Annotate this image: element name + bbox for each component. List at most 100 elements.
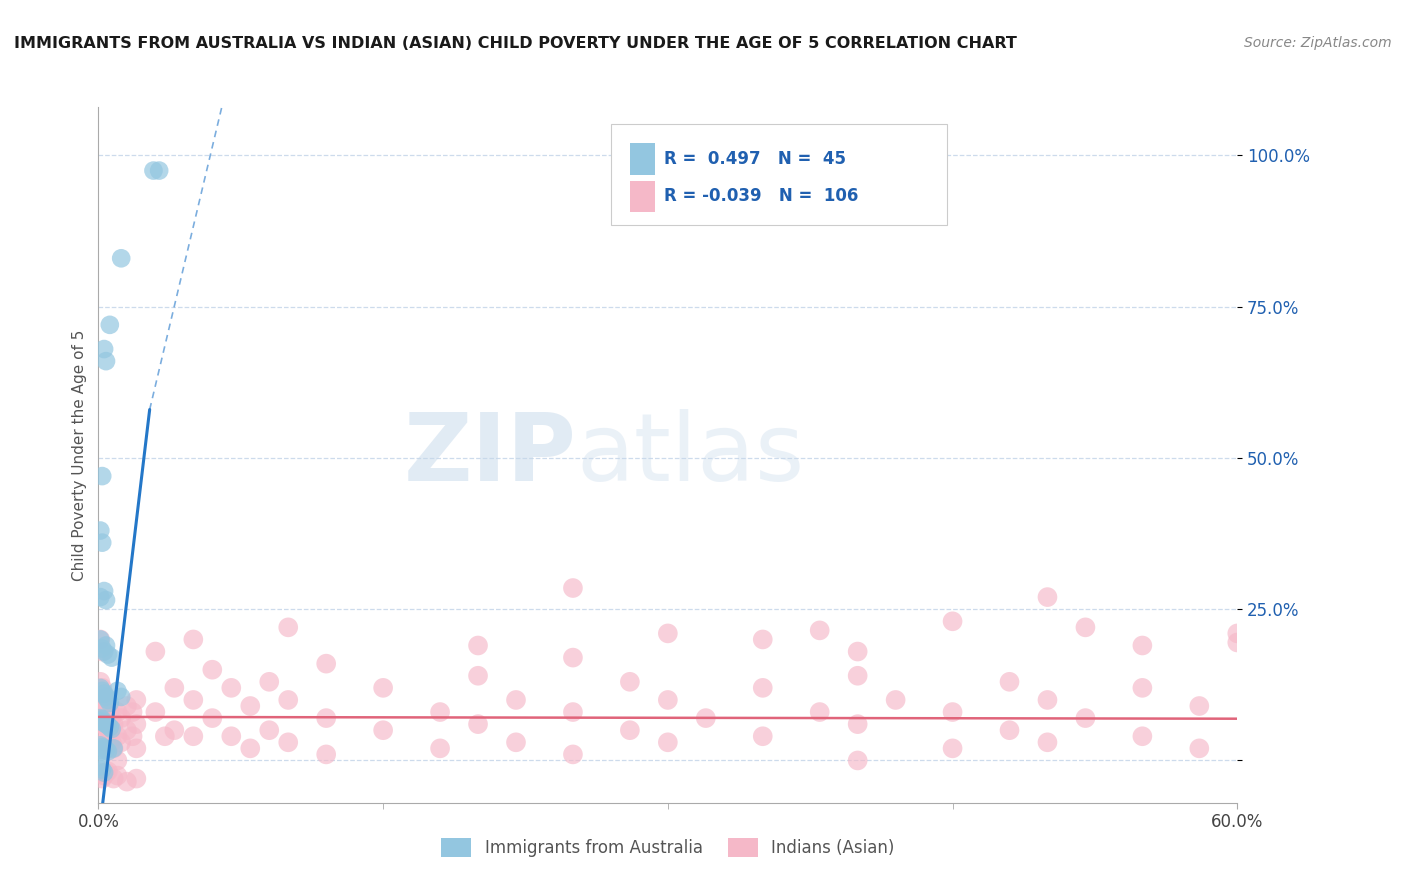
Indians (Asian) [467,639,489,653]
FancyBboxPatch shape [612,124,946,226]
Immigrants from Australia [98,720,121,734]
Indians (Asian) [103,717,125,731]
Immigrants from Australia [97,648,120,662]
Indians (Asian) [942,615,965,629]
Indians (Asian) [562,705,585,719]
Indians (Asian) [125,717,148,731]
Indians (Asian) [846,669,869,683]
Indians (Asian) [89,693,111,707]
Indians (Asian) [93,729,115,743]
Indians (Asian) [562,581,585,595]
Indians (Asian) [93,711,115,725]
Immigrants from Australia [94,717,117,731]
Indians (Asian) [110,735,132,749]
Indians (Asian) [562,747,585,762]
Indians (Asian) [103,741,125,756]
Indians (Asian) [107,768,129,782]
Indians (Asian) [846,717,869,731]
Indians (Asian) [183,632,205,647]
Indians (Asian) [89,765,111,780]
Immigrants from Australia [98,696,121,710]
Indians (Asian) [107,729,129,743]
Indians (Asian) [97,723,120,738]
Indians (Asian) [110,711,132,725]
Immigrants from Australia [93,741,115,756]
Indians (Asian) [1036,693,1059,707]
Indians (Asian) [1132,639,1154,653]
Immigrants from Australia [91,641,114,656]
Indians (Asian) [752,729,775,743]
Text: IMMIGRANTS FROM AUSTRALIA VS INDIAN (ASIAN) CHILD POVERTY UNDER THE AGE OF 5 COR: IMMIGRANTS FROM AUSTRALIA VS INDIAN (ASI… [14,36,1017,51]
Indians (Asian) [125,772,148,786]
Indians (Asian) [619,674,641,689]
Indians (Asian) [125,741,148,756]
Text: ZIP: ZIP [404,409,576,501]
Indians (Asian) [884,693,907,707]
Indians (Asian) [163,681,186,695]
Indians (Asian) [467,669,489,683]
Indians (Asian) [259,723,281,738]
Indians (Asian) [315,747,337,762]
Indians (Asian) [221,729,243,743]
Immigrants from Australia [97,718,120,732]
Indians (Asian) [1226,626,1249,640]
Indians (Asian) [103,772,125,786]
Immigrants from Australia [91,712,114,726]
Immigrants from Australia [98,318,121,332]
Indians (Asian) [145,705,167,719]
Indians (Asian) [695,711,717,725]
Immigrants from Australia [93,342,115,356]
Indians (Asian) [97,698,120,713]
Indians (Asian) [97,764,120,779]
Indians (Asian) [505,735,527,749]
Indians (Asian) [93,768,115,782]
Indians (Asian) [429,705,451,719]
Indians (Asian) [153,729,176,743]
Indians (Asian) [277,620,299,634]
Indians (Asian) [1226,635,1249,649]
Immigrants from Australia [89,742,111,756]
Text: atlas: atlas [576,409,806,501]
Indians (Asian) [183,693,205,707]
Indians (Asian) [89,705,111,719]
Immigrants from Australia [97,744,120,758]
Indians (Asian) [89,674,111,689]
Immigrants from Australia [110,252,132,266]
Indians (Asian) [98,705,121,719]
Indians (Asian) [100,711,122,725]
Immigrants from Australia [93,584,115,599]
Indians (Asian) [239,698,262,713]
Immigrants from Australia [94,742,117,756]
Immigrants from Australia [107,684,129,698]
Indians (Asian) [808,705,831,719]
Immigrants from Australia [91,763,114,777]
Indians (Asian) [94,717,117,731]
Indians (Asian) [115,698,138,713]
Immigrants from Australia [142,163,165,178]
Immigrants from Australia [103,741,125,756]
Immigrants from Australia [89,739,111,753]
Indians (Asian) [315,657,337,671]
Indians (Asian) [1074,620,1097,634]
Immigrants from Australia [91,684,114,698]
Indians (Asian) [429,741,451,756]
Text: R = -0.039   N =  106: R = -0.039 N = 106 [665,187,859,205]
Immigrants from Australia [89,590,111,604]
Indians (Asian) [1036,735,1059,749]
Indians (Asian) [94,765,117,780]
Immigrants from Australia [89,632,111,647]
Indians (Asian) [94,693,117,707]
Immigrants from Australia [89,681,111,695]
Text: Source: ZipAtlas.com: Source: ZipAtlas.com [1244,36,1392,50]
Indians (Asian) [998,674,1021,689]
Indians (Asian) [121,705,143,719]
Indians (Asian) [619,723,641,738]
Indians (Asian) [1036,590,1059,604]
Text: R =  0.497   N =  45: R = 0.497 N = 45 [665,150,846,168]
Immigrants from Australia [89,759,111,773]
Indians (Asian) [1074,711,1097,725]
FancyBboxPatch shape [630,181,655,212]
Indians (Asian) [107,705,129,719]
Indians (Asian) [98,729,121,743]
Indians (Asian) [91,772,114,786]
